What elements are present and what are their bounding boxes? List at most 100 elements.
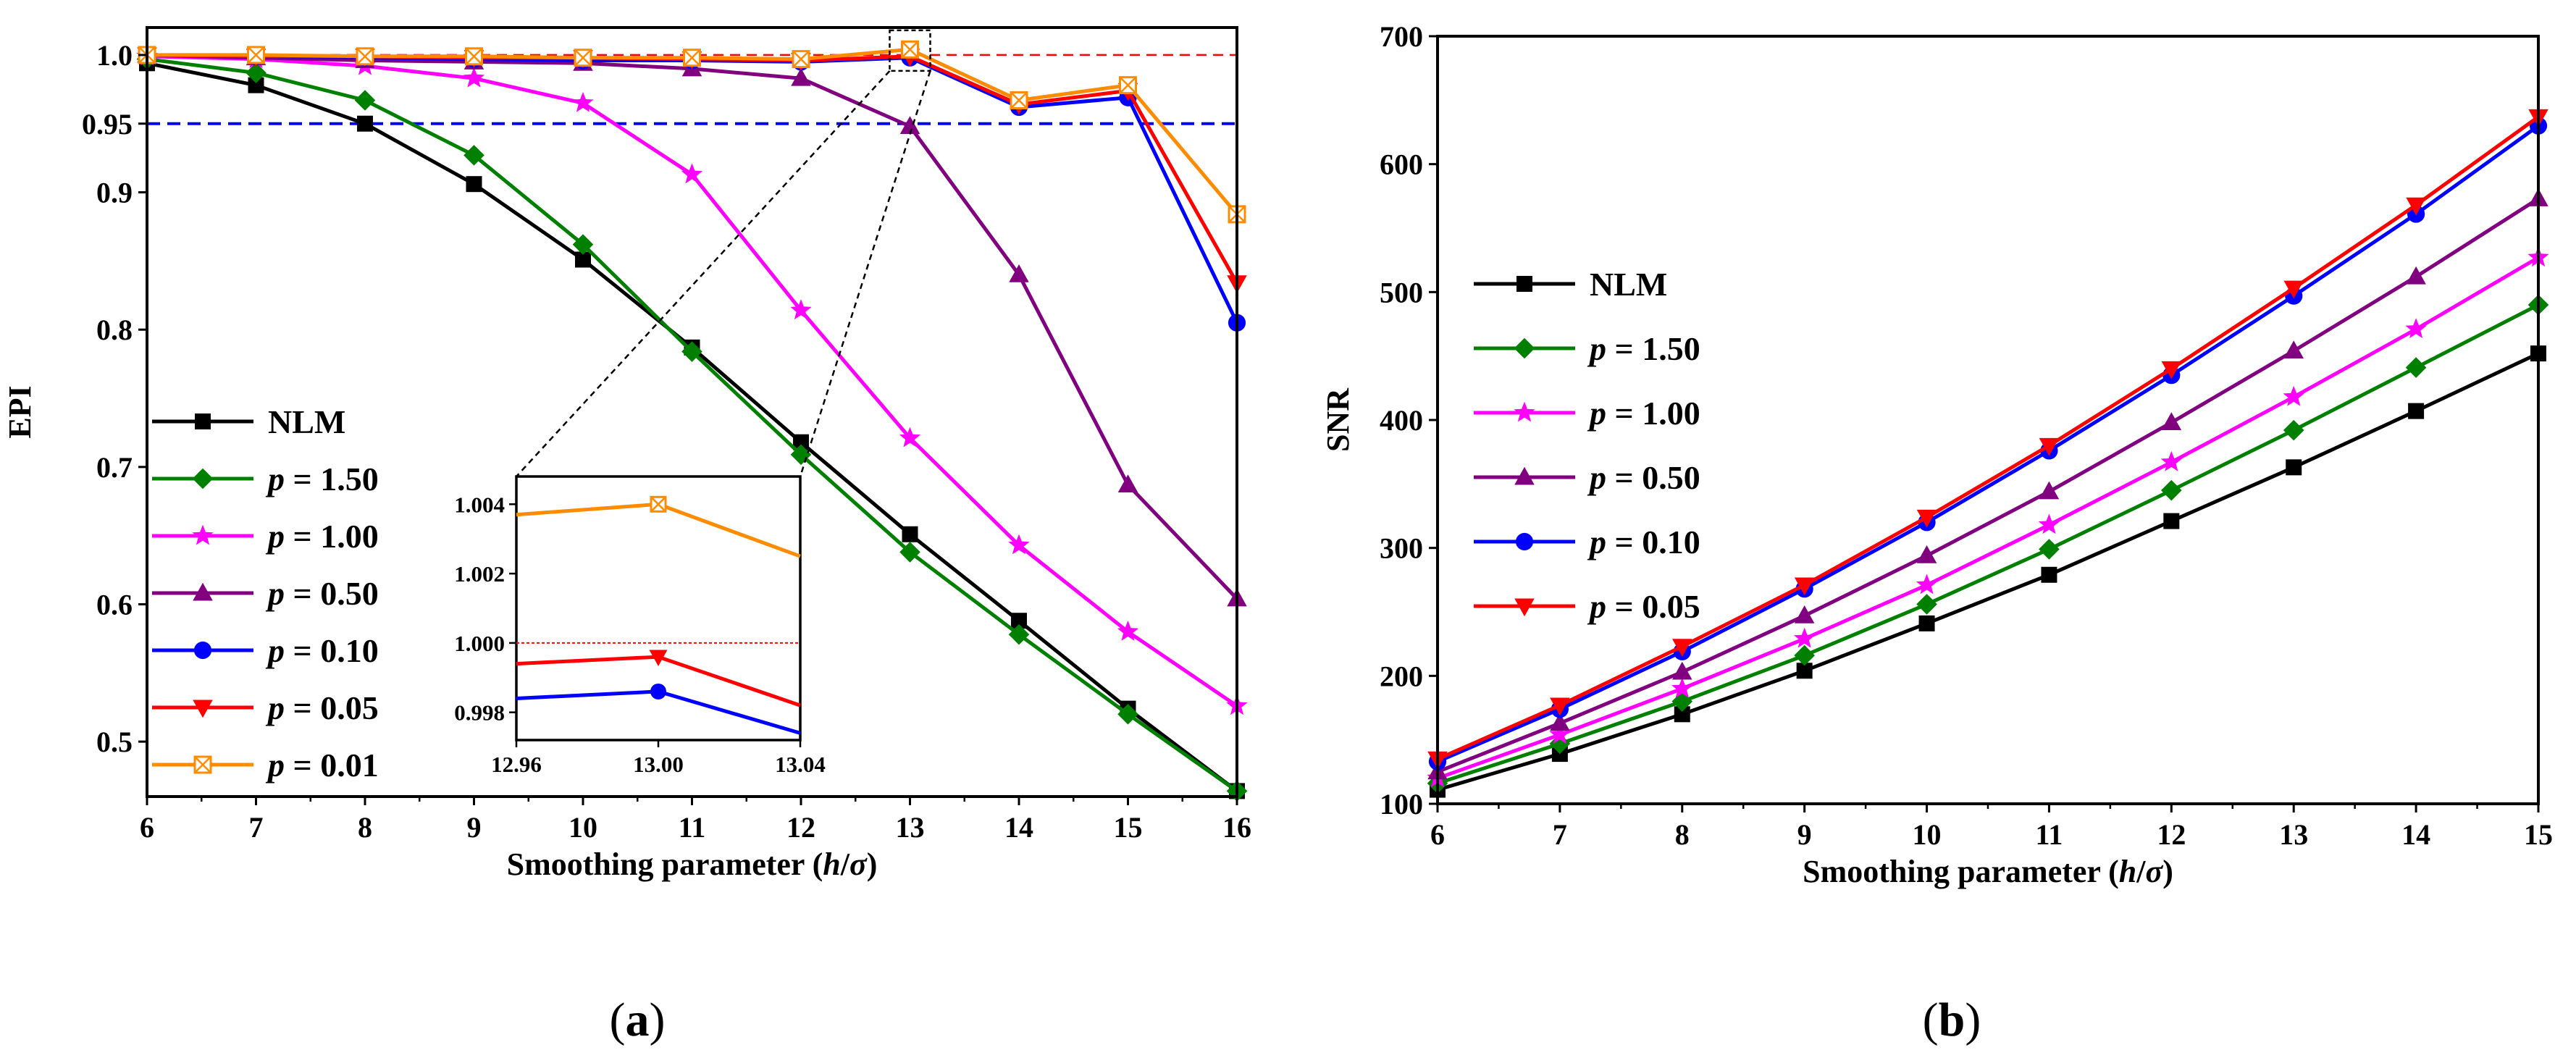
chart-a-inset-frame	[515, 475, 802, 742]
chart-b-data-point-nlm	[1796, 663, 1813, 679]
chart-b-series-line-p-0-50	[1437, 197, 2540, 774]
chart-b-data-point-p-0-05	[1672, 639, 1692, 657]
chart-b-data-point-p-1-00	[2283, 385, 2304, 406]
chart-a-x-axis-label-sigma: σ	[849, 847, 868, 882]
chart-a-data-point-p-0-50	[1009, 264, 1029, 282]
chart-a-legend-marker	[193, 641, 212, 660]
chart-a-inset-y-tick-label: 1.002	[454, 561, 505, 587]
chart-a-data-point-p-0-01	[574, 49, 592, 67]
chart-a-series-p-0-01	[138, 40, 1246, 224]
chart-b-data-point-p-0-50	[2283, 340, 2304, 359]
chart-b-y-tick-label: 200	[1380, 660, 1423, 692]
chart-b-x-tick-label: 14	[2401, 818, 2430, 851]
chart-a-x-tick-label: 7	[249, 811, 264, 844]
chart-a-legend-entry-p-0-50: p = 0.50	[152, 575, 379, 612]
chart-a-x-tick-label: 11	[679, 811, 706, 844]
chart-a-data-point-nlm	[248, 77, 264, 93]
chart-b-data-point-p-0-05	[1794, 577, 1815, 596]
chart-a-data-point-p-1-00	[1117, 621, 1139, 641]
chart-a-data-point-p-0-01	[683, 49, 701, 67]
chart-a-x-tick-label: 13	[896, 811, 925, 844]
chart-b-series-line-p-1-00	[1437, 256, 2540, 781]
chart-b-legend-marker	[1514, 466, 1535, 485]
chart-b-data-point-p-1-00	[2038, 513, 2060, 534]
chart-a-data-point-p-1-00	[790, 299, 812, 320]
chart-b-y-tick-label: 700	[1380, 20, 1423, 53]
chart-a-data-point-p-0-01	[465, 47, 483, 66]
chart-a-inset-x-tick-label: 13.04	[775, 752, 826, 777]
chart-b-x-tick-label: 6	[1430, 818, 1445, 851]
chart-a-data-point-nlm	[902, 526, 918, 542]
chart-a-data-point-p-0-50	[899, 116, 920, 134]
chart-b-data-point-nlm	[2163, 513, 2180, 529]
chart-b-data-point-p-1-50	[1916, 594, 1937, 615]
chart-b-x-tick-label: 12	[2157, 818, 2186, 851]
chart-a-inset-data-point	[650, 495, 667, 513]
chart-a-data-point-p-0-01	[356, 47, 374, 66]
chart-b-x-tick-label: 9	[1797, 818, 1812, 851]
chart-a-x-tick-label: 12	[786, 811, 815, 844]
chart-b-legend-label: NLM	[1590, 266, 1667, 303]
chart-a-x-tick-label: 14	[1004, 811, 1033, 844]
chart-b-data-point-p-0-05	[1550, 697, 1570, 716]
chart-b-x-axis-label-close: )	[2162, 854, 2173, 889]
chart-b-caption-open: (	[1923, 994, 1939, 1046]
chart-a-data-point-p-1-50	[899, 542, 920, 563]
chart-a-x-tick-label: 8	[358, 811, 372, 844]
chart-b-data-point-p-0-50	[2161, 412, 2182, 430]
chart-b-legend-entry-p-0-50: p = 0.50	[1474, 459, 1700, 496]
chart-b-legend-label: p = 1.00	[1587, 395, 1700, 432]
chart-b-data-point-p-1-00	[2405, 318, 2427, 338]
chart-b-legend-marker	[1515, 532, 1534, 551]
chart-b-data-point-p-1-00	[1794, 627, 1816, 648]
chart-a-x-axis-label-slash: /	[840, 847, 850, 882]
chart-a-data-point-p-0-01	[901, 40, 919, 59]
chart-a-caption-open: (	[610, 994, 626, 1046]
chart-b-data-point-p-0-05	[1916, 509, 1937, 528]
chart-a-x-axis-label-main: Smoothing parameter (	[507, 847, 823, 882]
chart-b-data-point-p-0-50	[1672, 661, 1692, 680]
chart-a-data-point-p-1-50	[1008, 623, 1030, 645]
chart-b-caption-letter: b	[1939, 994, 1965, 1046]
chart-b-legend-marker	[1514, 337, 1535, 359]
chart-a-inset-y-tick-label: 1.000	[454, 631, 505, 656]
chart-a-inset-data-point	[650, 683, 666, 700]
chart-a-zoom-connector-right	[799, 70, 931, 477]
chart-a-x-axis-label: Smoothing parameter (h/σ)	[507, 847, 878, 882]
chart-a-y-tick-label: 0.9	[96, 177, 133, 209]
chart-b-caption: (b)	[1923, 994, 1981, 1046]
chart-b-data-point-p-0-05	[2161, 361, 2182, 379]
chart-a-data-point-p-0-01	[1010, 91, 1028, 110]
chart-a-y-tick-label: 1.0	[96, 39, 133, 72]
chart-b-legend-marker	[1516, 276, 1532, 292]
chart-a-inset-y-tick-label: 0.998	[454, 700, 505, 726]
chart-a-data-point-p-0-50	[1117, 474, 1138, 492]
chart-b-data-point-p-1-00	[1671, 677, 1693, 698]
chart-a-legend-entry-p-0-01: p = 0.01	[152, 747, 379, 784]
chart-a-inset-x-tick-label: 12.96	[491, 752, 542, 777]
chart-a-zoom-connector-left	[516, 70, 891, 477]
chart-b-data-point-nlm	[1674, 706, 1690, 723]
chart-b-x-tick-label: 8	[1675, 818, 1690, 851]
chart-a-inset: 12.96 13.00 13.04 0.998 1.000 1.002 1.004	[454, 475, 826, 777]
chart-b-caption-close: )	[1965, 994, 1981, 1046]
chart-a-x-tick-label: 15	[1114, 811, 1143, 844]
chart-a-inset-data-point	[649, 650, 668, 667]
chart-b-series-line-p-0-05	[1436, 115, 2540, 761]
chart-a-data-point-nlm	[466, 176, 482, 193]
chart-a-inset-y-tick-label: 1.004	[454, 492, 505, 517]
chart-b-legend-entry-p-0-05: p = 0.05	[1474, 588, 1700, 625]
chart-b-x-tick-label: 15	[2524, 818, 2553, 851]
chart-b-data-point-p-1-50	[2161, 479, 2182, 501]
chart-b-data-point-p-0-50	[1794, 605, 1815, 623]
chart-a-data-point-p-1-50	[463, 145, 484, 166]
chart-b-data-point-p-0-05	[2283, 280, 2304, 299]
chart-b-x-tick-label: 11	[2036, 818, 2063, 851]
chart-a-y-axis-label: EPI	[2, 385, 38, 438]
chart-a-legend-marker	[192, 524, 214, 545]
chart-a-x-axis-label-close: )	[867, 847, 878, 882]
chart-b-legend-marker	[1514, 401, 1535, 422]
chart-a-x-tick-label: 16	[1222, 811, 1251, 844]
chart-b-data-point-p-1-50	[1794, 644, 1815, 666]
